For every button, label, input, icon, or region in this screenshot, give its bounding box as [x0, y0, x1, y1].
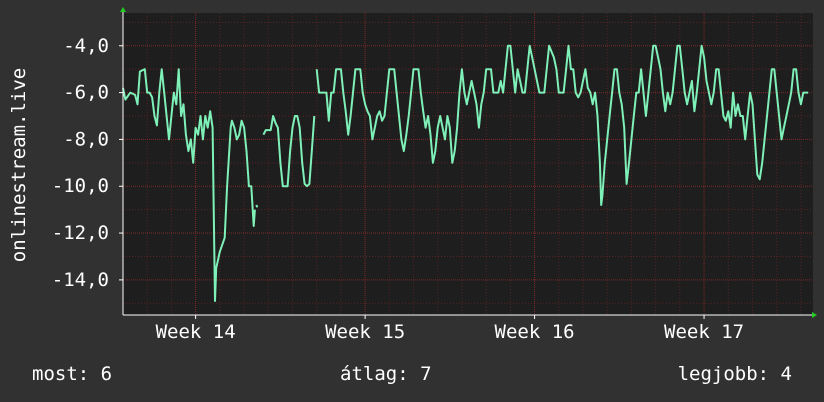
x-tick-label: Week 15	[325, 321, 405, 343]
y-axis-title: onlinestream.live	[8, 68, 30, 262]
series-layer	[122, 44, 809, 302]
stat-current: most: 6	[32, 363, 113, 385]
y-tick-label: -12,0	[52, 222, 109, 244]
series-line	[315, 44, 809, 206]
stat-best: legjobb: 4	[677, 363, 792, 385]
y-axis-arrow	[120, 7, 126, 12]
x-tick-label: Week 17	[664, 321, 744, 343]
axes	[120, 7, 817, 318]
y-tick-labels: -14,0 -12,0 -10,0 -8,0 -6,0 -4,0	[52, 35, 123, 291]
x-tick-label: Week 16	[495, 321, 575, 343]
y-tick-label: -14,0	[52, 269, 109, 291]
y-tick-label: -4,0	[63, 35, 109, 57]
y-tick-label: -6,0	[63, 82, 109, 104]
x-axis-arrow	[812, 312, 817, 318]
plot-area	[123, 13, 813, 315]
series-line	[262, 115, 316, 188]
stat-average: átlag: 7	[340, 363, 432, 385]
grid-lines	[123, 13, 813, 315]
y-tick-label: -8,0	[63, 128, 109, 150]
x-tick-label: Week 14	[156, 321, 236, 343]
x-tick-labels: Week 14 Week 15 Week 16 Week 17	[156, 315, 744, 343]
y-tick-label: -10,0	[52, 175, 109, 197]
series-line	[122, 68, 256, 302]
series-line	[255, 204, 259, 208]
